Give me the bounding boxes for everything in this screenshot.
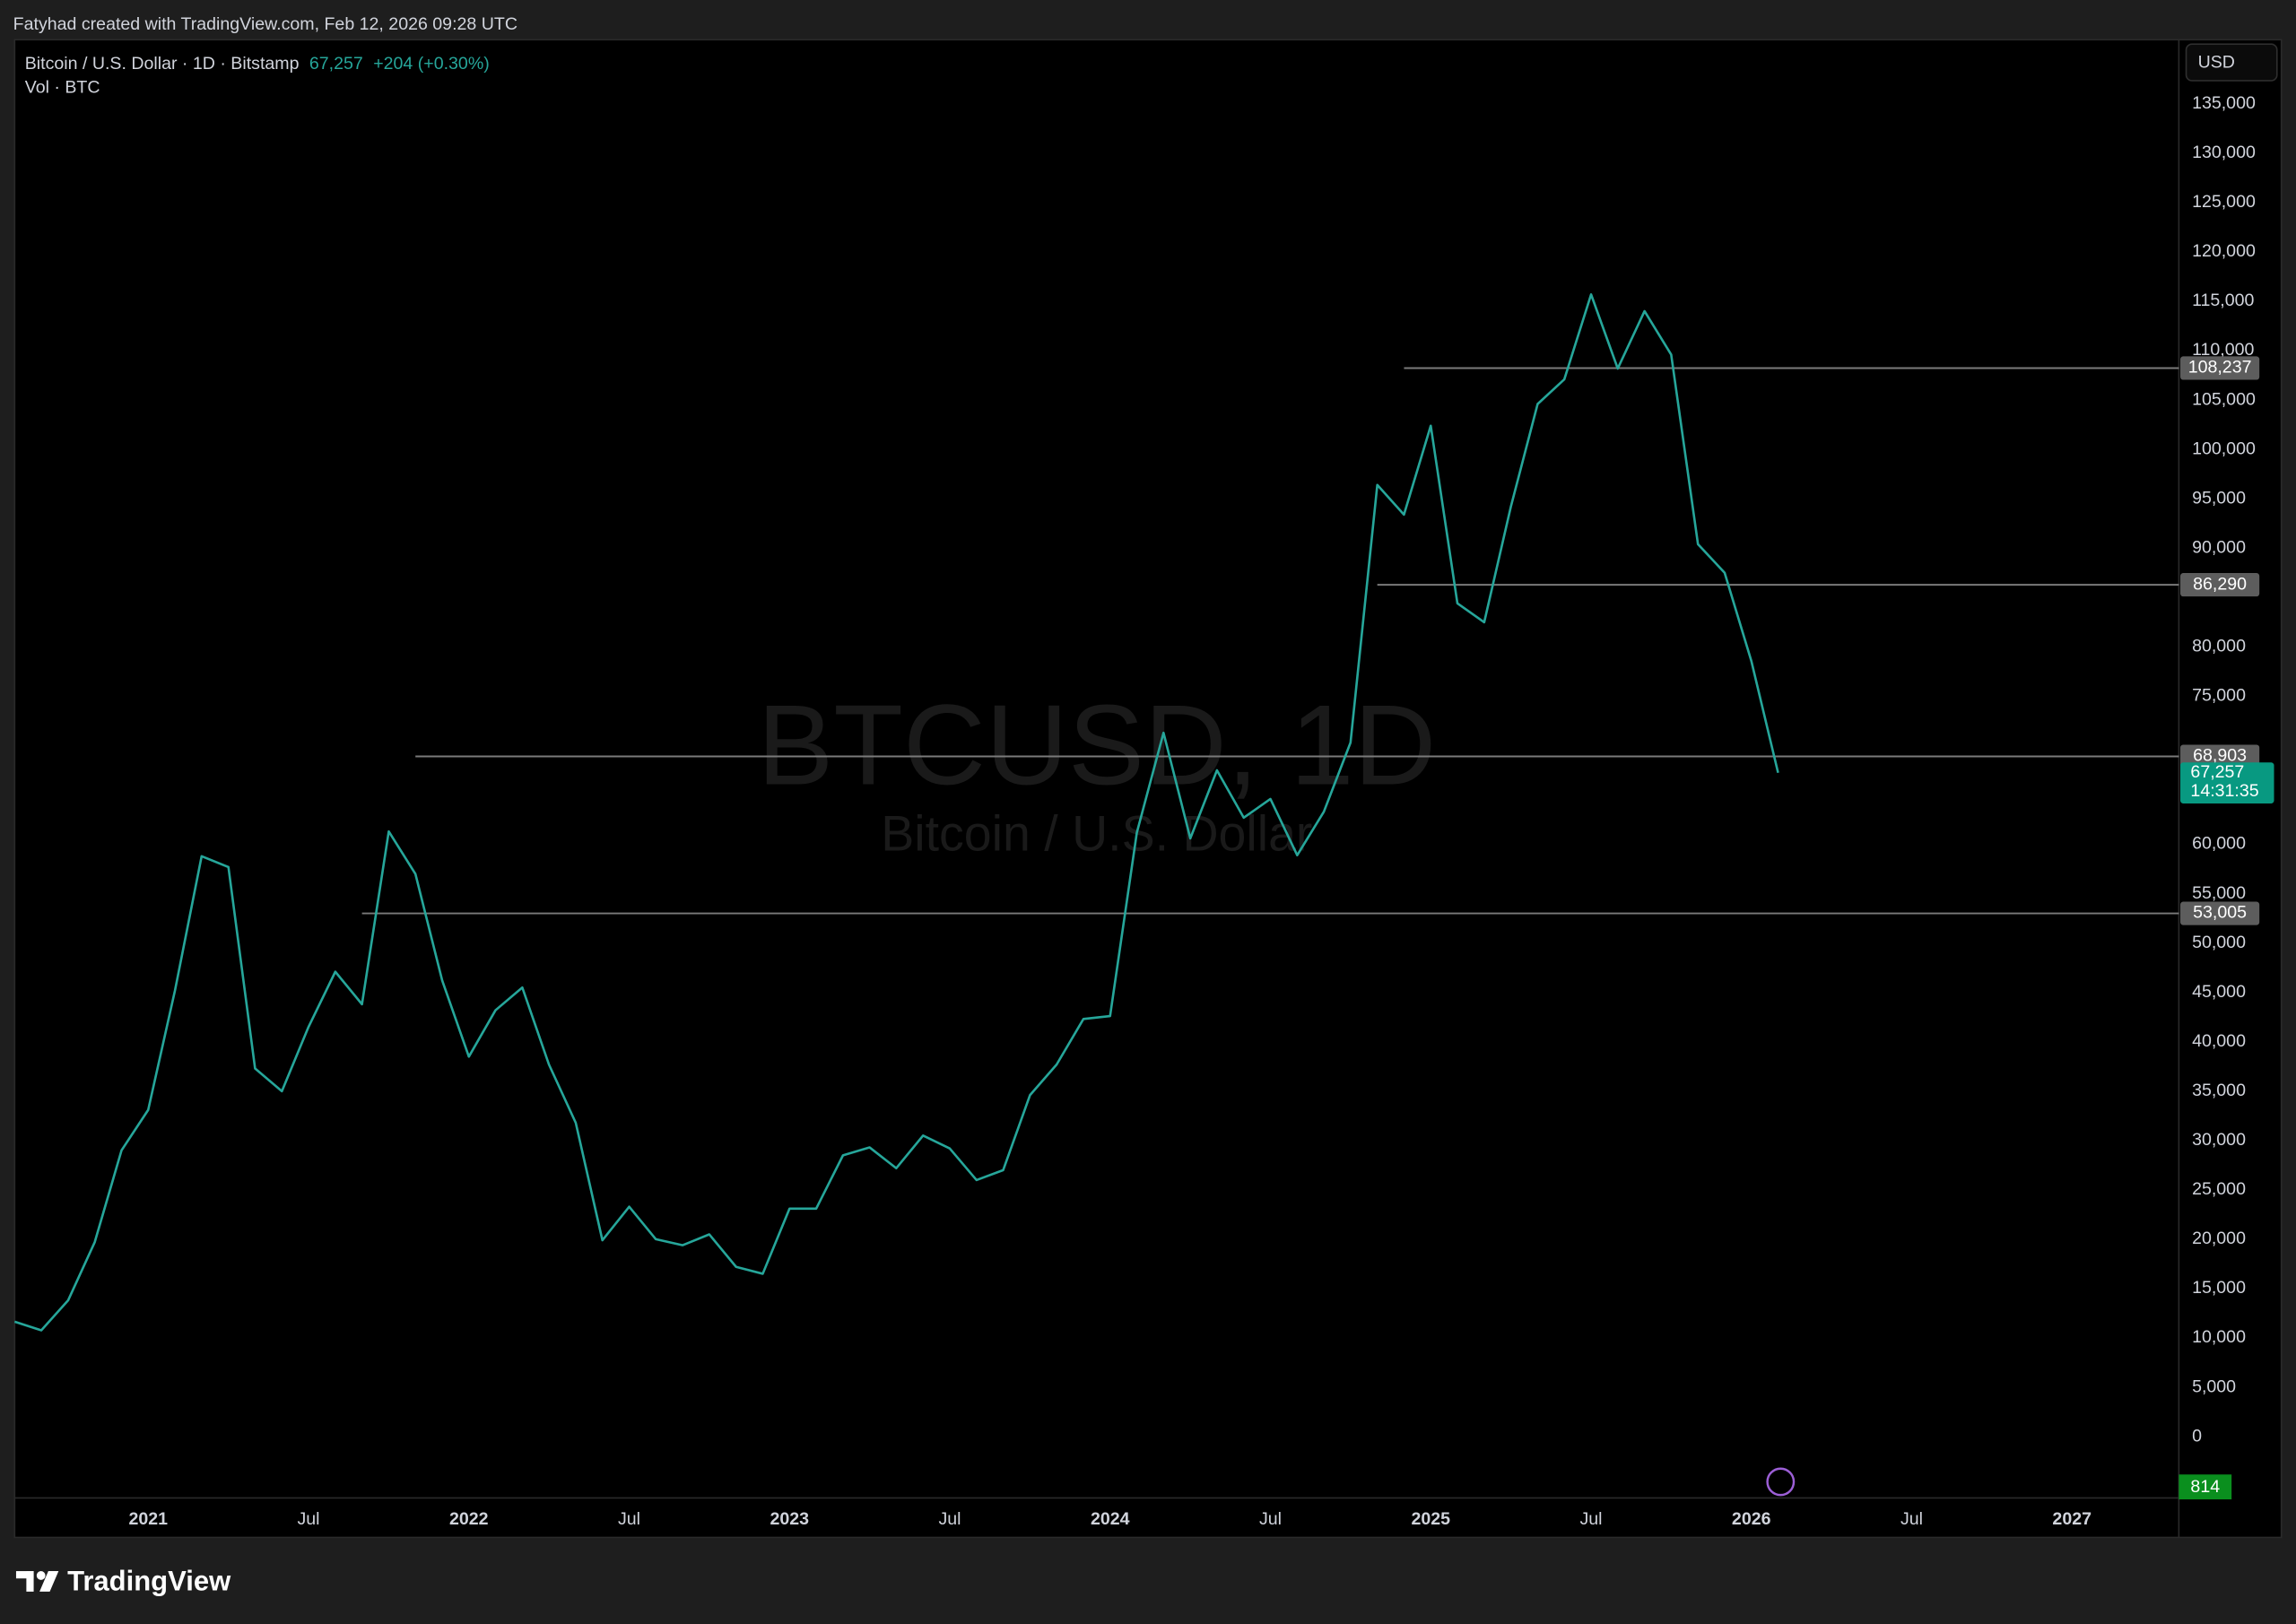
level-label: 108,237 — [2188, 358, 2252, 378]
legend-price: 67,257 — [309, 54, 363, 74]
y-tick-label: 5,000 — [2192, 1376, 2236, 1396]
y-tick-label: 130,000 — [2192, 143, 2256, 162]
level-label-box — [2180, 901, 2260, 925]
level-label-box — [2180, 744, 2260, 769]
x-tick-label: 2026 — [1732, 1509, 1771, 1529]
y-tick-label: 0 — [2192, 1426, 2202, 1446]
currency-button[interactable] — [2185, 43, 2278, 82]
y-tick-label: 100,000 — [2192, 439, 2256, 458]
y-tick-label: 20,000 — [2192, 1229, 2246, 1248]
x-tick-label: 2025 — [1411, 1509, 1450, 1529]
y-tick-label: 30,000 — [2192, 1130, 2246, 1150]
last-price-box — [2180, 762, 2274, 803]
x-tick-label: Jul — [298, 1509, 320, 1529]
y-tick-label: 25,000 — [2192, 1179, 2246, 1199]
volume-badge-box — [2179, 1474, 2232, 1500]
price-line — [13, 293, 1779, 1332]
y-tick-label: 135,000 — [2192, 93, 2256, 113]
y-tick-label: 120,000 — [2192, 241, 2256, 261]
x-tick-label: Jul — [1259, 1509, 1282, 1529]
y-tick-label: 35,000 — [2192, 1081, 2246, 1100]
y-tick-label: 55,000 — [2192, 883, 2246, 903]
level-label-box — [2180, 573, 2260, 597]
x-tick-label: 2024 — [1091, 1509, 1130, 1529]
logo-part — [26, 1571, 34, 1592]
brand: TradingView — [67, 1565, 231, 1596]
event-icon[interactable] — [1766, 1467, 1796, 1497]
x-tick-label: Jul — [1579, 1509, 1602, 1529]
level-label: 86,290 — [2193, 574, 2247, 594]
logo-part — [39, 1571, 59, 1592]
level-label: 53,005 — [2193, 903, 2247, 923]
y-tick-label: 15,000 — [2192, 1278, 2246, 1298]
y-tick-label: 60,000 — [2192, 834, 2246, 854]
last-price-label: 67,257 — [2190, 762, 2244, 782]
x-tick-label: 2027 — [2052, 1509, 2092, 1529]
y-tick-label: 115,000 — [2192, 291, 2254, 310]
watermark-subtitle: Bitcoin / U.S. Dollar — [881, 806, 1312, 862]
volume-legend[interactable]: Vol · BTC — [25, 77, 100, 97]
level-label-box — [2180, 356, 2260, 380]
x-tick-label: Jul — [618, 1509, 640, 1529]
attribution: Fatyhad created with TradingView.com, Fe… — [13, 14, 517, 34]
x-tick-label: 2021 — [128, 1509, 168, 1529]
y-tick-label: 10,000 — [2192, 1327, 2246, 1347]
symbol-legend[interactable]: Bitcoin / U.S. Dollar · 1D · Bitstamp — [25, 54, 300, 74]
y-tick-label: 50,000 — [2192, 933, 2246, 952]
x-tick-label: 2023 — [770, 1509, 809, 1529]
y-tick-label: 80,000 — [2192, 637, 2246, 656]
x-tick-label: Jul — [1900, 1509, 1923, 1529]
logo-part — [15, 1571, 34, 1579]
x-tick-label: 2022 — [449, 1509, 489, 1529]
y-tick-label: 75,000 — [2192, 686, 2246, 706]
y-tick-label: 125,000 — [2192, 192, 2256, 212]
x-tick-label: Jul — [938, 1509, 961, 1529]
tradingview-logo — [15, 1571, 59, 1592]
y-tick-label: 95,000 — [2192, 488, 2246, 508]
currency-label[interactable]: USD — [2198, 53, 2235, 73]
y-tick-label: 105,000 — [2192, 389, 2256, 409]
countdown: 14:31:35 — [2190, 781, 2258, 801]
logo-part — [36, 1571, 46, 1580]
y-tick-label: 90,000 — [2192, 537, 2246, 557]
level-label: 68,903 — [2193, 746, 2247, 766]
legend-change: +204 (+0.30%) — [373, 54, 490, 74]
watermark: BTCUSD, 1D — [757, 682, 1436, 809]
volume-badge: 814 — [2190, 1477, 2220, 1497]
y-tick-label: 45,000 — [2192, 982, 2246, 1002]
y-tick-label: 40,000 — [2192, 1031, 2246, 1051]
y-tick-label: 110,000 — [2192, 340, 2254, 360]
